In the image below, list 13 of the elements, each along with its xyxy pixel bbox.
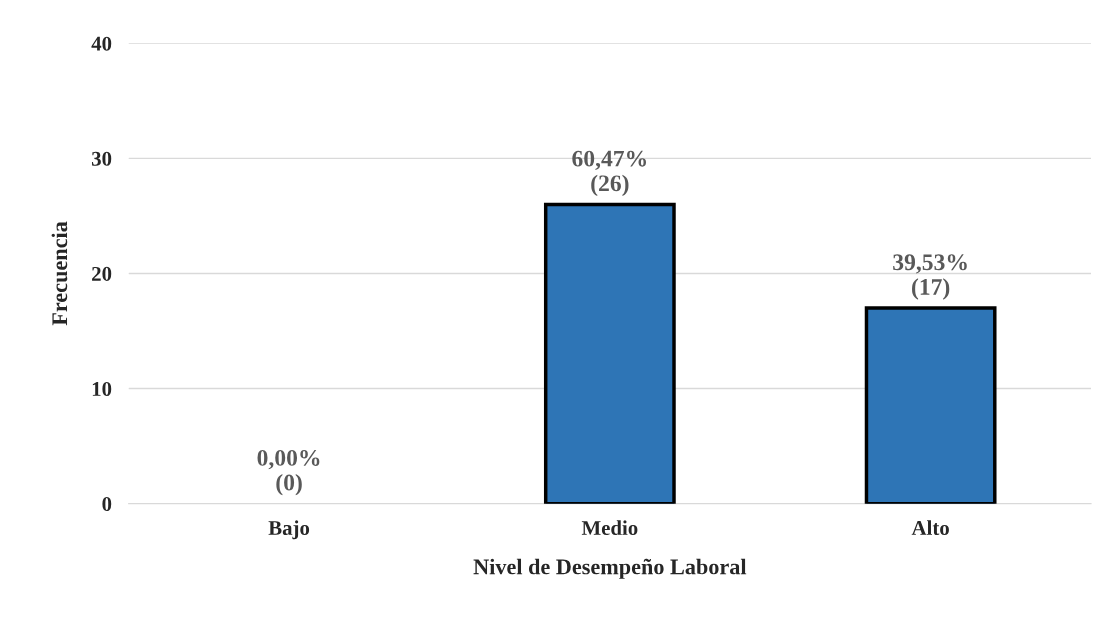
data-label: 39,53% (17) xyxy=(893,254,967,300)
y-tick-label: 40 xyxy=(91,36,112,51)
y-tick-label: 0 xyxy=(102,497,112,512)
data-label: 0,00% (0) xyxy=(257,449,320,496)
y-tick-label: 30 xyxy=(91,151,112,166)
y-axis-title: Frecuencia xyxy=(51,221,68,326)
x-tick-label: Alto xyxy=(911,520,949,535)
x-tick-label: Bajo xyxy=(268,520,310,540)
data-label: 60,47% (26) xyxy=(572,150,647,197)
y-tick-label: 20 xyxy=(92,266,112,281)
x-tick-label: Medio xyxy=(581,520,638,535)
y-tick-label: 10 xyxy=(92,381,112,396)
x-axis-title: Nivel de Desempeño Laboral xyxy=(473,558,747,579)
